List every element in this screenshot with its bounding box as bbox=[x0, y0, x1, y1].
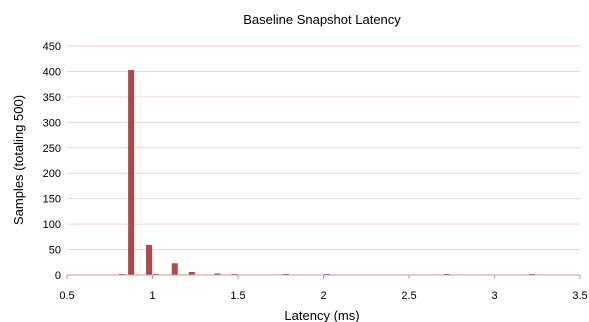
y-tick-labels: 0 50 100 150 200 250 300 350 400 450 bbox=[43, 41, 61, 282]
y-tick-label: 150 bbox=[43, 194, 61, 206]
y-axis-label: Samples (totaling 500) bbox=[11, 95, 26, 225]
y-tick-label: 200 bbox=[43, 168, 61, 180]
grid-lines bbox=[67, 45, 580, 251]
x-tick-label: 1.5 bbox=[230, 290, 245, 302]
x-axis-label: Latency (ms) bbox=[284, 308, 359, 322]
histogram-bar bbox=[171, 263, 178, 275]
histogram-bar bbox=[214, 273, 221, 275]
x-tick-label: 2 bbox=[320, 290, 326, 302]
histogram-bar bbox=[128, 69, 135, 275]
x-tick-label: 3.5 bbox=[572, 290, 587, 302]
y-tick-label: 250 bbox=[43, 143, 61, 155]
histogram-bar bbox=[188, 271, 195, 275]
y-tick-label: 450 bbox=[43, 41, 61, 53]
y-tick-label: 100 bbox=[43, 219, 61, 231]
x-tick-label: 3 bbox=[491, 290, 497, 302]
y-tick-label: 50 bbox=[49, 245, 61, 257]
x-tick-label: 2.5 bbox=[401, 290, 416, 302]
x-tick-label: 1 bbox=[149, 290, 155, 302]
y-tick-label: 0 bbox=[55, 270, 61, 282]
x-tick-label: 0.5 bbox=[59, 290, 74, 302]
y-tick-label: 350 bbox=[43, 92, 61, 104]
chart-title: Baseline Snapshot Latency bbox=[243, 12, 401, 27]
x-tick-labels: 0.5 1 1.5 2 2.5 3 3.5 bbox=[59, 275, 588, 302]
histogram-bar bbox=[146, 244, 153, 275]
bar-series bbox=[118, 69, 536, 275]
y-tick-label: 300 bbox=[43, 117, 61, 129]
y-tick-label: 400 bbox=[43, 66, 61, 78]
